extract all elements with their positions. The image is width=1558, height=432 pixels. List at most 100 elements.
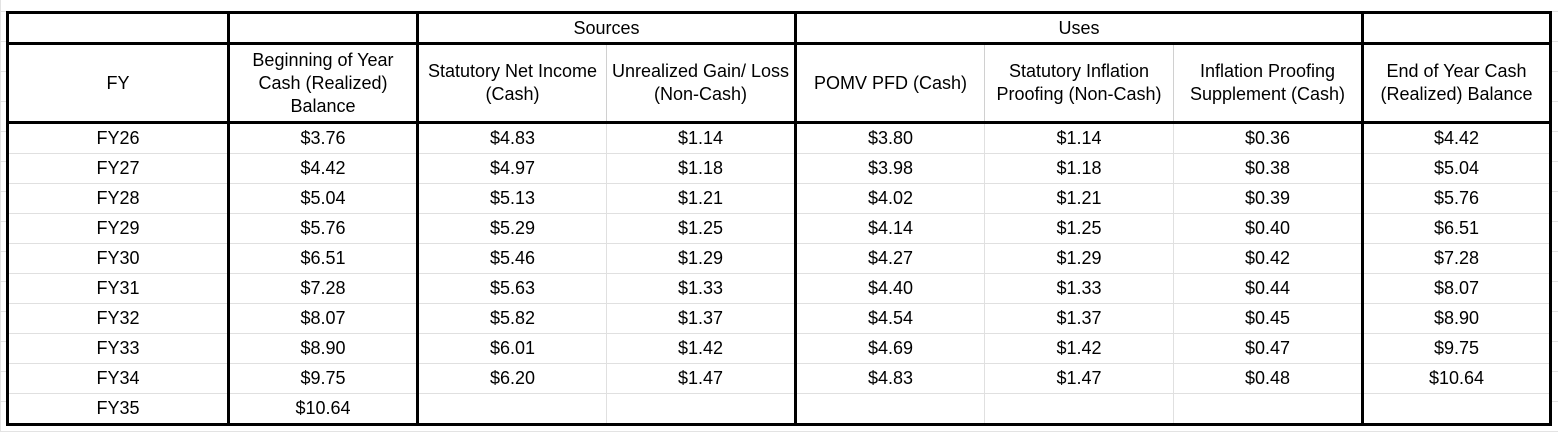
cell-beginning-balance[interactable]: $8.90 — [228, 333, 419, 364]
cell-end-balance[interactable]: $5.04 — [1362, 153, 1551, 184]
cell-pomv-pfd[interactable]: $3.98 — [795, 153, 985, 184]
cell-pomv-pfd[interactable]: $4.83 — [795, 363, 985, 394]
cell-fy[interactable]: FY31 — [7, 273, 230, 304]
cell-inflation-proofing-supplement[interactable]: $0.45 — [1173, 303, 1364, 334]
cell-pomv-pfd[interactable] — [795, 393, 985, 425]
cell-statutory-net-income[interactable]: $4.83 — [417, 122, 607, 154]
cell-statutory-net-income[interactable] — [417, 393, 607, 425]
column-header-fy[interactable]: FY — [7, 43, 230, 124]
cell-beginning-balance[interactable]: $10.64 — [228, 393, 419, 425]
cell-unrealized-gain-loss[interactable]: $1.37 — [606, 303, 797, 334]
cell-statutory-net-income[interactable]: $5.46 — [417, 243, 607, 274]
group-header-uses[interactable]: Uses — [795, 12, 1364, 45]
cell-end-balance[interactable]: $8.90 — [1362, 303, 1551, 334]
cell-fy[interactable]: FY35 — [7, 393, 230, 425]
cell-fy[interactable]: FY29 — [7, 213, 230, 244]
cell-unrealized-gain-loss[interactable]: $1.25 — [606, 213, 797, 244]
column-header-pomv-pfd[interactable]: POMV PFD (Cash) — [795, 43, 985, 124]
cell-statutory-inflation-proofing[interactable]: $1.37 — [984, 303, 1174, 334]
group-header-row: Sources Uses — [7, 12, 1552, 45]
cell-statutory-net-income[interactable]: $4.97 — [417, 153, 607, 184]
cell-pomv-pfd[interactable]: $4.40 — [795, 273, 985, 304]
cell-beginning-balance[interactable]: $7.28 — [228, 273, 419, 304]
cell-end-balance[interactable]: $10.64 — [1362, 363, 1551, 394]
cell-statutory-net-income[interactable]: $5.29 — [417, 213, 607, 244]
cell-fy[interactable]: FY27 — [7, 153, 230, 184]
cell-statutory-net-income[interactable]: $5.13 — [417, 183, 607, 214]
column-header-end-balance[interactable]: End of Year Cash (Realized) Balance — [1362, 43, 1552, 124]
cell-fy[interactable]: FY34 — [7, 363, 230, 394]
cell-end-balance[interactable]: $4.42 — [1362, 122, 1551, 154]
cell-beginning-balance[interactable]: $3.76 — [228, 122, 419, 154]
cell-inflation-proofing-supplement[interactable]: $0.40 — [1173, 213, 1364, 244]
column-header-beginning-balance[interactable]: Beginning of Year Cash (Realized) Balanc… — [228, 43, 419, 124]
group-header-fy-blank[interactable] — [7, 12, 230, 45]
column-header-unrealized-gain-loss[interactable]: Unrealized Gain/ Loss (Non-Cash) — [606, 43, 797, 124]
cell-end-balance[interactable]: $9.75 — [1362, 333, 1551, 364]
cell-end-balance[interactable] — [1362, 393, 1551, 425]
cell-inflation-proofing-supplement[interactable]: $0.48 — [1173, 363, 1364, 394]
cell-inflation-proofing-supplement[interactable]: $0.42 — [1173, 243, 1364, 274]
cell-fy[interactable]: FY32 — [7, 303, 230, 334]
table-row: FY30 $6.51 $5.46 $1.29 $4.27 $1.29 $0.42 $7.28 — [7, 243, 1551, 274]
cell-statutory-inflation-proofing[interactable]: $1.29 — [984, 243, 1174, 274]
cell-statutory-net-income[interactable]: $6.01 — [417, 333, 607, 364]
cell-statutory-inflation-proofing[interactable]: $1.33 — [984, 273, 1174, 304]
cell-unrealized-gain-loss[interactable]: $1.29 — [606, 243, 797, 274]
cell-unrealized-gain-loss[interactable]: $1.21 — [606, 183, 797, 214]
table-row: FY28 $5.04 $5.13 $1.21 $4.02 $1.21 $0.39 $5.76 — [7, 183, 1551, 214]
cell-fy[interactable]: FY30 — [7, 243, 230, 274]
group-header-boy-blank[interactable] — [228, 12, 419, 45]
cell-inflation-proofing-supplement[interactable]: $0.39 — [1173, 183, 1364, 214]
cell-statutory-inflation-proofing[interactable]: $1.25 — [984, 213, 1174, 244]
cell-pomv-pfd[interactable]: $4.02 — [795, 183, 985, 214]
cell-inflation-proofing-supplement[interactable]: $0.44 — [1173, 273, 1364, 304]
table-row: FY29 $5.76 $5.29 $1.25 $4.14 $1.25 $0.40 $6.51 — [7, 213, 1551, 244]
cell-inflation-proofing-supplement[interactable]: $0.38 — [1173, 153, 1364, 184]
cell-beginning-balance[interactable]: $5.76 — [228, 213, 419, 244]
cell-fy[interactable]: FY26 — [7, 122, 230, 154]
cell-statutory-inflation-proofing[interactable]: $1.21 — [984, 183, 1174, 214]
table-row: FY35 $10.64 — [7, 393, 1551, 425]
cell-beginning-balance[interactable]: $8.07 — [228, 303, 419, 334]
column-header-statutory-net-income[interactable]: Statutory Net Income (Cash) — [417, 43, 607, 124]
column-header-row: FY Beginning of Year Cash (Realized) Bal… — [7, 43, 1552, 124]
cell-end-balance[interactable]: $6.51 — [1362, 213, 1551, 244]
cell-statutory-inflation-proofing[interactable]: $1.47 — [984, 363, 1174, 394]
cell-end-balance[interactable]: $8.07 — [1362, 273, 1551, 304]
cell-statutory-net-income[interactable]: $5.63 — [417, 273, 607, 304]
cell-pomv-pfd[interactable]: $4.54 — [795, 303, 985, 334]
cell-inflation-proofing-supplement[interactable]: $0.47 — [1173, 333, 1364, 364]
cell-unrealized-gain-loss[interactable]: $1.42 — [606, 333, 797, 364]
cell-fy[interactable]: FY28 — [7, 183, 230, 214]
cell-beginning-balance[interactable]: $5.04 — [228, 183, 419, 214]
cell-statutory-net-income[interactable]: $5.82 — [417, 303, 607, 334]
cell-inflation-proofing-supplement[interactable]: $0.36 — [1173, 122, 1364, 154]
cell-fy[interactable]: FY33 — [7, 333, 230, 364]
cell-statutory-inflation-proofing[interactable]: $1.18 — [984, 153, 1174, 184]
group-header-eoy-blank[interactable] — [1362, 12, 1552, 45]
column-header-inflation-proofing-supplement[interactable]: Inflation Proofing Supplement (Cash) — [1173, 43, 1364, 124]
cell-statutory-net-income[interactable]: $6.20 — [417, 363, 607, 394]
cell-beginning-balance[interactable]: $6.51 — [228, 243, 419, 274]
table-row: FY31 $7.28 $5.63 $1.33 $4.40 $1.33 $0.44 $8.07 — [7, 273, 1551, 304]
cell-beginning-balance[interactable]: $4.42 — [228, 153, 419, 184]
group-header-sources[interactable]: Sources — [417, 12, 797, 45]
column-header-statutory-inflation-proofing[interactable]: Statutory Inflation Proofing (Non-Cash) — [984, 43, 1174, 124]
cell-pomv-pfd[interactable]: $4.27 — [795, 243, 985, 274]
cell-unrealized-gain-loss[interactable]: $1.18 — [606, 153, 797, 184]
cell-pomv-pfd[interactable]: $3.80 — [795, 122, 985, 154]
cell-statutory-inflation-proofing[interactable] — [984, 393, 1174, 425]
cell-inflation-proofing-supplement[interactable] — [1173, 393, 1364, 425]
cell-end-balance[interactable]: $7.28 — [1362, 243, 1551, 274]
cell-statutory-inflation-proofing[interactable]: $1.42 — [984, 333, 1174, 364]
cell-statutory-inflation-proofing[interactable]: $1.14 — [984, 122, 1174, 154]
cell-unrealized-gain-loss[interactable] — [606, 393, 797, 425]
cell-pomv-pfd[interactable]: $4.69 — [795, 333, 985, 364]
cell-unrealized-gain-loss[interactable]: $1.47 — [606, 363, 797, 394]
cell-pomv-pfd[interactable]: $4.14 — [795, 213, 985, 244]
cell-beginning-balance[interactable]: $9.75 — [228, 363, 419, 394]
cell-end-balance[interactable]: $5.76 — [1362, 183, 1551, 214]
cell-unrealized-gain-loss[interactable]: $1.14 — [606, 122, 797, 154]
cell-unrealized-gain-loss[interactable]: $1.33 — [606, 273, 797, 304]
